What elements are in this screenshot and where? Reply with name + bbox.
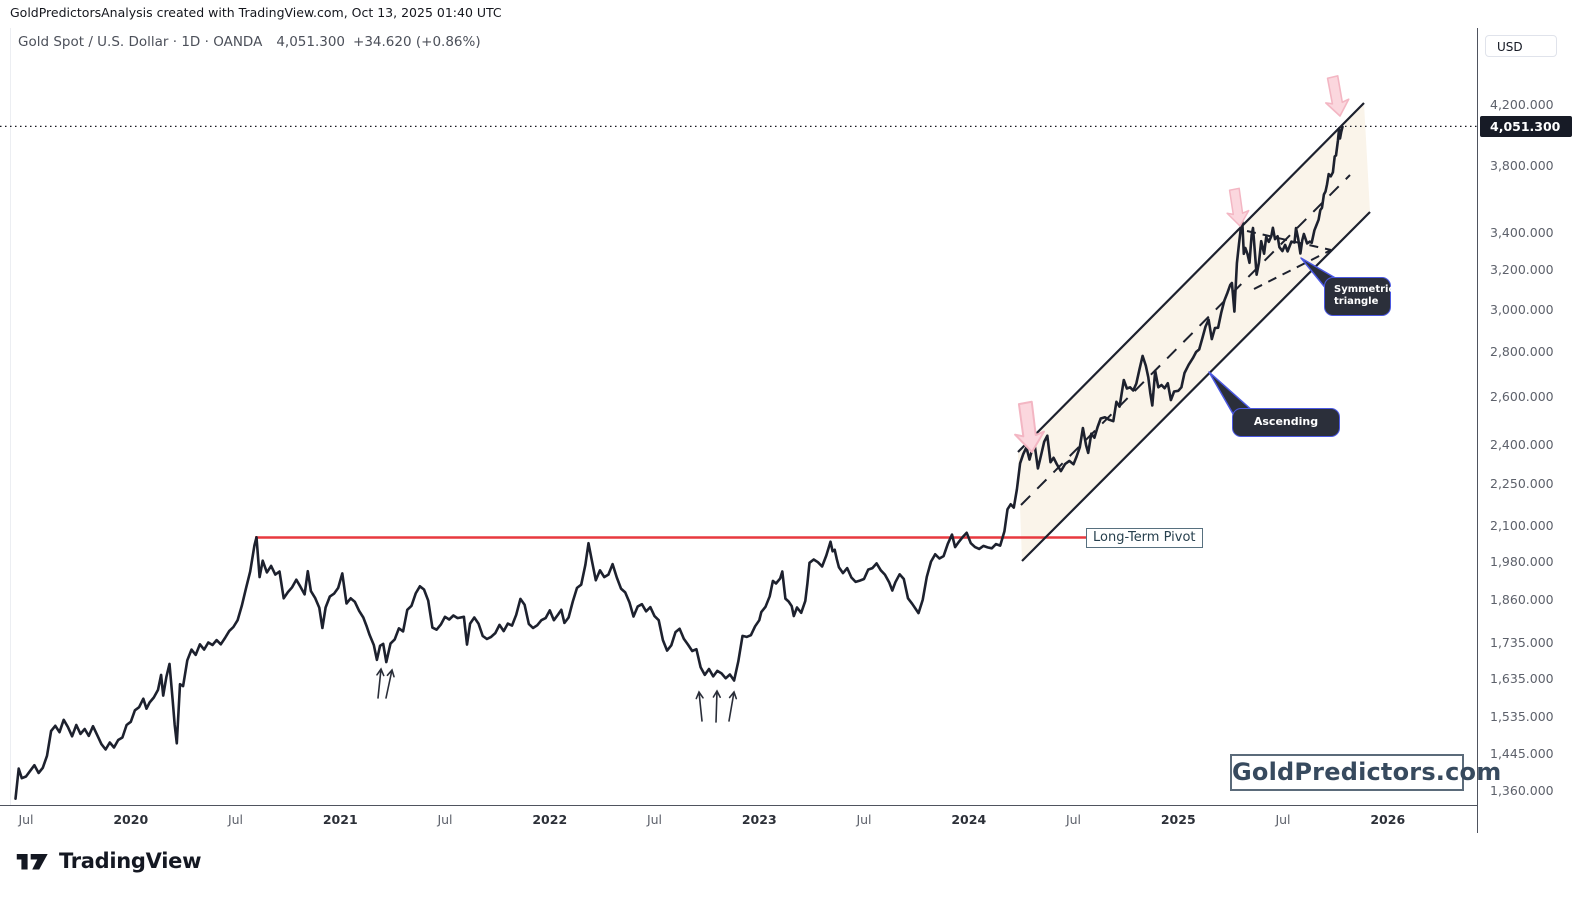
price-tick-label: 1,535.000 <box>1490 708 1554 724</box>
price-tick-label: 1,860.000 <box>1490 592 1554 608</box>
pink-down-arrow[interactable] <box>1224 187 1250 227</box>
chart-canvas[interactable] <box>0 0 1477 805</box>
time-tick-year: 2021 <box>322 812 358 827</box>
chart-plot-area[interactable]: Long-Term Pivot Ascending Channel Symmet… <box>0 0 1501 805</box>
price-tick-label: 2,400.000 <box>1490 437 1554 453</box>
time-tick-year: 2020 <box>113 812 149 827</box>
pink-down-arrow[interactable] <box>1322 75 1351 118</box>
ascending-channel-upper-line[interactable] <box>1017 102 1365 453</box>
price-tick-label: 3,000.000 <box>1490 301 1554 317</box>
time-tick-month: Jul <box>1275 812 1291 827</box>
time-tick-year: 2022 <box>532 812 568 827</box>
price-tick-label: 1,360.000 <box>1490 782 1554 798</box>
time-tick-year: 2023 <box>741 812 777 827</box>
footer-attribution: TradingView <box>16 849 201 873</box>
price-axis[interactable]: USD 4,051.300 4,200.000 3,800.000 3,400.00… <box>1477 28 1574 833</box>
attribution-line: GoldPredictorsAnalysis created with Trad… <box>10 5 502 20</box>
plot-left-edge-line <box>10 28 11 805</box>
breakout-up-arrow[interactable] <box>728 690 738 722</box>
ascending-channel-lower-line[interactable] <box>1021 211 1371 562</box>
time-tick-month: Jul <box>1065 812 1082 827</box>
price-tick-label: 2,600.000 <box>1490 388 1554 404</box>
price-tick-label: 2,800.000 <box>1490 343 1554 359</box>
breakout-up-arrow[interactable] <box>695 690 704 722</box>
price-tick-label: 3,800.000 <box>1490 157 1554 173</box>
time-axis[interactable]: Jul 2020 Jul 2021 Jul 2022 Jul 2023 Jul 2024 Jul 20… <box>0 805 1477 834</box>
pink-down-arrow[interactable] <box>1012 400 1046 454</box>
ascending-channel-fill <box>1018 103 1370 561</box>
tradingview-brand-text[interactable]: TradingView <box>59 849 202 873</box>
price-tick-label: 2,250.000 <box>1490 476 1554 492</box>
breakout-up-arrow[interactable] <box>385 668 395 699</box>
price-tick-label: 3,400.000 <box>1490 225 1554 241</box>
price-tick-label: 1,635.000 <box>1490 670 1554 686</box>
goldpredictors-watermark: GoldPredictors.com <box>1230 754 1501 791</box>
symmetrical-triangle-tooltip[interactable]: Symmetrical triangle <box>1324 277 1405 316</box>
price-tick-label: 2,100.000 <box>1490 518 1554 534</box>
bottom-reversal-up-arrows[interactable] <box>376 667 738 723</box>
time-tick-month: Jul <box>18 812 34 827</box>
currency-label[interactable]: USD <box>1485 35 1557 57</box>
ascending-channel-midline-dashed[interactable] <box>1020 174 1351 506</box>
price-change-text: +34.620 (+0.86%) <box>353 34 481 50</box>
ascending-channel-tooltip[interactable]: Ascending Channel <box>1232 408 1340 454</box>
price-tick-label: 3,200.000 <box>1490 262 1554 278</box>
time-tick-year: 2025 <box>1160 812 1196 827</box>
price-tick-label: 4,200.000 <box>1490 97 1554 112</box>
time-tick-month: Jul <box>437 812 453 827</box>
time-tick-year: 2024 <box>951 812 987 827</box>
time-tick-month: Jul <box>646 812 663 827</box>
symbol-title[interactable]: Gold Spot / U.S. Dollar · 1D · OANDA <box>18 34 263 50</box>
long-term-pivot-label[interactable]: Long-Term Pivot <box>1086 528 1203 548</box>
time-tick-month: Jul <box>856 812 872 827</box>
symbol-info-row: Gold Spot / U.S. Dollar · 1D · OANDA 4,05… <box>18 34 481 50</box>
last-price-text: 4,051.300 <box>276 34 346 50</box>
breakout-up-arrow[interactable] <box>376 667 385 699</box>
time-tick-year: 2026 <box>1370 812 1406 827</box>
breakout-up-arrow[interactable] <box>712 689 721 723</box>
price-tick-label: 1,980.000 <box>1490 554 1554 570</box>
tradingview-logo-icon[interactable] <box>16 849 50 873</box>
symmetrical-triangle-upper-line[interactable] <box>1246 230 1332 251</box>
time-tick-month: Jul <box>227 812 244 827</box>
price-tick-label: 1,445.000 <box>1490 745 1554 761</box>
pink-target-arrows[interactable] <box>1012 75 1351 454</box>
gold-price-line <box>14 125 1344 800</box>
price-tick-label: 1,735.000 <box>1490 634 1554 650</box>
symmetrical-triangle-lower-line[interactable] <box>1253 249 1332 290</box>
last-price-badge: 4,051.300 <box>1480 116 1572 138</box>
